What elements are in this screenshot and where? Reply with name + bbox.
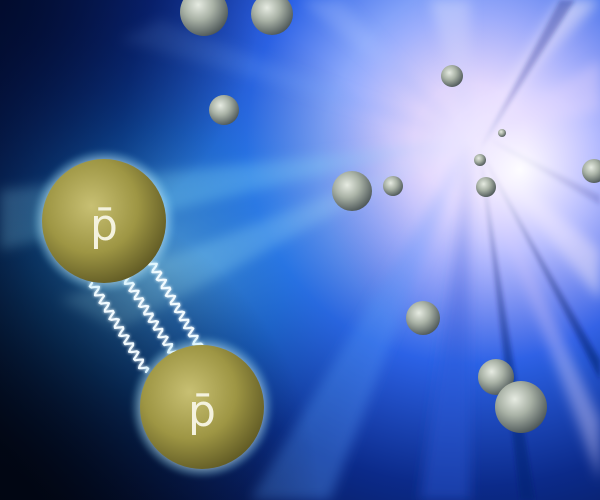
particle xyxy=(383,176,403,196)
antiproton-label: p̄ xyxy=(90,200,118,251)
particle xyxy=(478,359,514,395)
particle xyxy=(498,129,506,137)
gluon-bond xyxy=(88,281,150,374)
particle xyxy=(476,177,496,197)
antiproton-top: p̄ xyxy=(32,149,176,293)
particle xyxy=(441,65,463,87)
particle xyxy=(582,159,600,183)
particle xyxy=(406,301,440,335)
particle xyxy=(180,0,228,36)
particle xyxy=(209,95,239,125)
particle xyxy=(251,0,293,35)
particle xyxy=(474,154,486,166)
antiproton-bottom: p̄ xyxy=(130,335,274,479)
particle xyxy=(495,381,547,433)
gluon-bond xyxy=(146,258,204,350)
particle xyxy=(332,171,372,211)
particles xyxy=(180,0,600,433)
antiproton-label: p̄ xyxy=(188,386,216,437)
